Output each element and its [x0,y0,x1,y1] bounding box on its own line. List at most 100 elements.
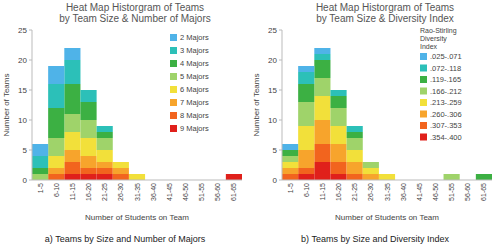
legend-label: .260-.306 [430,110,462,119]
bar-segment [113,162,129,163]
x-tick-label: 6-10 [303,183,310,197]
bar-segment [64,114,80,132]
x-tick-label: 26-30 [117,183,124,201]
bar-segment [282,174,298,180]
x-tick-label: 36-40 [150,183,157,201]
x-tick-label: 61-65 [480,183,487,201]
bar-segment [282,144,298,150]
legend-label: .354-.400 [430,133,462,142]
legend-label: .166-.212 [430,87,462,96]
caption: b) Teams by Size and Diversity Index [301,234,449,244]
bar-segment [282,162,298,168]
x-tick-label: 11-15 [69,183,76,200]
legend-label: 7 Majors [180,98,209,107]
bar-segment [314,54,330,60]
x-tick-label: 51-55 [448,183,455,201]
bar-segment [379,174,395,180]
bar-segment [97,126,113,127]
legend-swatch [420,122,427,129]
bar-segment [444,174,460,175]
bar-segment [48,138,64,156]
x-axis-label: Number of Students on Team [335,213,439,222]
legend-swatch [170,112,177,119]
bar-segment [48,168,64,174]
x-tick-label: 31-35 [384,183,391,201]
legend-label: 5 Majors [180,72,209,81]
legend-swatch [170,47,177,54]
x-tick-label: 46-50 [182,183,189,201]
legend-swatch [170,86,177,93]
y-axis [282,30,283,180]
bar-segment [330,144,346,162]
caption: a) Teams by Size and Number of Majors [45,234,206,244]
bar-segment [226,174,242,175]
y-tick-label: 5 [23,146,28,155]
y-tick-label: 25 [268,26,277,35]
x-tick-label: 21-25 [351,183,358,201]
x-tick-label: 11-15 [319,183,326,200]
bar-segment [444,174,460,175]
bar-segment [32,144,48,156]
chart: Heat Map Historgram of Teamsby Team Size… [252,2,492,244]
bar-segment [226,174,242,175]
x-tick-label: 61-65 [230,183,237,201]
x-tick-label: 46-50 [432,183,439,201]
bar-segment [48,108,64,138]
legend-swatch [420,76,427,83]
bar-segment [64,48,80,60]
legend-label: .072-.118 [430,64,461,73]
y-tick-label: 15 [268,86,277,95]
bar-segment [314,144,330,162]
bar-segment [80,102,96,120]
bar-segment [298,126,314,150]
bar-segment [64,132,80,150]
bar-segment [314,60,330,78]
bar-segment [64,150,80,162]
bars [282,48,492,180]
bar-segment [314,162,330,180]
bar-segment [347,150,363,162]
bar-segment [298,150,314,168]
bar-segment [97,162,113,168]
bar-segment [129,174,145,180]
legend-swatch [420,111,427,118]
bar-segment [347,162,363,174]
bar-segment [298,102,314,126]
x-tick-label: 36-40 [400,183,407,201]
x-axis [282,180,492,181]
bar-segment [226,174,242,175]
title: Heat Map Historgram of Teams [66,2,204,13]
bar-segment [80,168,96,174]
bar-segment [347,138,363,150]
legend-swatch [170,73,177,80]
bar-segment [330,126,346,144]
bar-segment [226,174,242,180]
bar-segment [363,168,379,174]
bar-segment [226,174,242,175]
legend-swatch [420,53,427,60]
y-tick-label: 20 [18,56,27,65]
x-tick-label: 1-5 [37,183,44,193]
legend-title: Rao-Stirling [420,27,457,35]
bar-segment [379,174,395,175]
legend-swatch [420,65,427,72]
legend-swatch [420,88,427,95]
y-axis [32,30,33,180]
legend-swatch [420,134,427,141]
bar-segment [48,84,64,108]
x-tick-label: 16-20 [85,183,92,201]
bar-segment [32,168,48,174]
bar-segment [347,174,363,180]
y-axis-label: Number of Teams [252,74,261,137]
legend-label: .119-.165 [430,75,461,84]
x-tick-label: 26-30 [367,183,374,201]
bar-segment [282,150,298,156]
bar-segment [444,174,460,175]
bar-segment [113,162,129,163]
bar-segment [476,174,492,175]
bar-segment [330,90,346,91]
legend-swatch [170,99,177,106]
bar-segment [363,162,379,163]
bar-segment [298,66,314,72]
legend-title: Index [420,43,438,50]
